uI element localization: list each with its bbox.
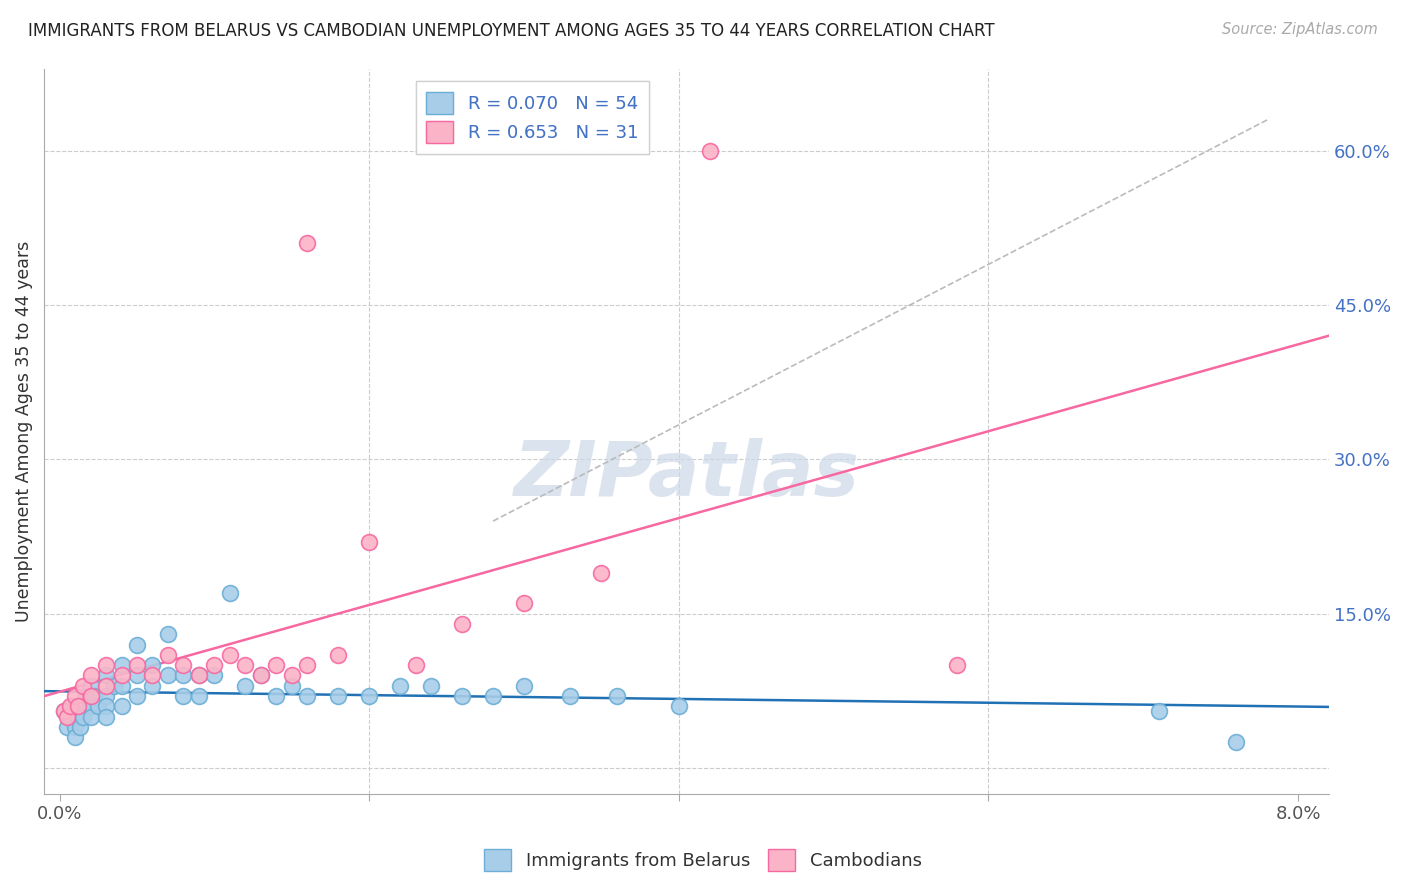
Point — [125, 689, 148, 703]
Point — [141, 668, 163, 682]
Point — [156, 668, 179, 682]
Point — [946, 658, 969, 673]
Point — [235, 679, 257, 693]
Point — [63, 720, 86, 734]
Point — [67, 699, 90, 714]
Point — [94, 668, 117, 682]
Point — [94, 689, 117, 703]
Point — [328, 689, 350, 703]
Point — [266, 658, 288, 673]
Point — [63, 730, 86, 744]
Point — [156, 648, 179, 662]
Point — [94, 709, 117, 723]
Point — [141, 658, 163, 673]
Point — [79, 689, 101, 703]
Point — [1225, 735, 1247, 749]
Point — [451, 689, 474, 703]
Point — [59, 699, 82, 714]
Point — [281, 679, 304, 693]
Point — [359, 689, 381, 703]
Point — [668, 699, 690, 714]
Point — [59, 709, 82, 723]
Point — [699, 144, 721, 158]
Y-axis label: Unemployment Among Ages 35 to 44 years: Unemployment Among Ages 35 to 44 years — [15, 241, 32, 622]
Point — [250, 668, 273, 682]
Point — [103, 679, 125, 693]
Point — [281, 668, 304, 682]
Point — [53, 705, 76, 719]
Point — [266, 689, 288, 703]
Point — [63, 689, 86, 703]
Point — [83, 689, 105, 703]
Point — [451, 617, 474, 632]
Point — [250, 668, 273, 682]
Legend: Immigrants from Belarus, Cambodians: Immigrants from Belarus, Cambodians — [477, 842, 929, 879]
Point — [125, 668, 148, 682]
Point — [141, 679, 163, 693]
Point — [67, 709, 90, 723]
Point — [389, 679, 412, 693]
Point — [591, 566, 613, 580]
Point — [297, 658, 319, 673]
Point — [187, 668, 209, 682]
Point — [79, 668, 101, 682]
Text: IMMIGRANTS FROM BELARUS VS CAMBODIAN UNEMPLOYMENT AMONG AGES 35 TO 44 YEARS CORR: IMMIGRANTS FROM BELARUS VS CAMBODIAN UNE… — [28, 22, 995, 40]
Point — [606, 689, 628, 703]
Point — [202, 668, 225, 682]
Point — [513, 679, 536, 693]
Point — [513, 596, 536, 610]
Point — [87, 699, 110, 714]
Point — [187, 689, 209, 703]
Point — [172, 689, 194, 703]
Point — [79, 699, 101, 714]
Point — [560, 689, 582, 703]
Point — [79, 679, 101, 693]
Point — [187, 668, 209, 682]
Point — [420, 679, 443, 693]
Point — [94, 679, 117, 693]
Point — [110, 668, 132, 682]
Point — [1147, 705, 1170, 719]
Point — [172, 658, 194, 673]
Point — [202, 658, 225, 673]
Point — [482, 689, 505, 703]
Point — [125, 638, 148, 652]
Point — [72, 699, 94, 714]
Point — [56, 720, 79, 734]
Text: Source: ZipAtlas.com: Source: ZipAtlas.com — [1222, 22, 1378, 37]
Point — [359, 534, 381, 549]
Point — [125, 658, 148, 673]
Point — [94, 658, 117, 673]
Point — [405, 658, 427, 673]
Point — [69, 720, 91, 734]
Point — [172, 668, 194, 682]
Point — [63, 699, 86, 714]
Point — [235, 658, 257, 673]
Point — [218, 648, 240, 662]
Point — [156, 627, 179, 641]
Point — [297, 236, 319, 251]
Point — [328, 648, 350, 662]
Point — [79, 709, 101, 723]
Point — [110, 699, 132, 714]
Point — [110, 679, 132, 693]
Point — [72, 679, 94, 693]
Text: ZIPatlas: ZIPatlas — [513, 438, 859, 512]
Point — [72, 709, 94, 723]
Point — [218, 586, 240, 600]
Point — [297, 689, 319, 703]
Point — [53, 705, 76, 719]
Point — [94, 699, 117, 714]
Point — [110, 658, 132, 673]
Point — [56, 709, 79, 723]
Point — [75, 689, 97, 703]
Legend: R = 0.070   N = 54, R = 0.653   N = 31: R = 0.070 N = 54, R = 0.653 N = 31 — [416, 81, 650, 154]
